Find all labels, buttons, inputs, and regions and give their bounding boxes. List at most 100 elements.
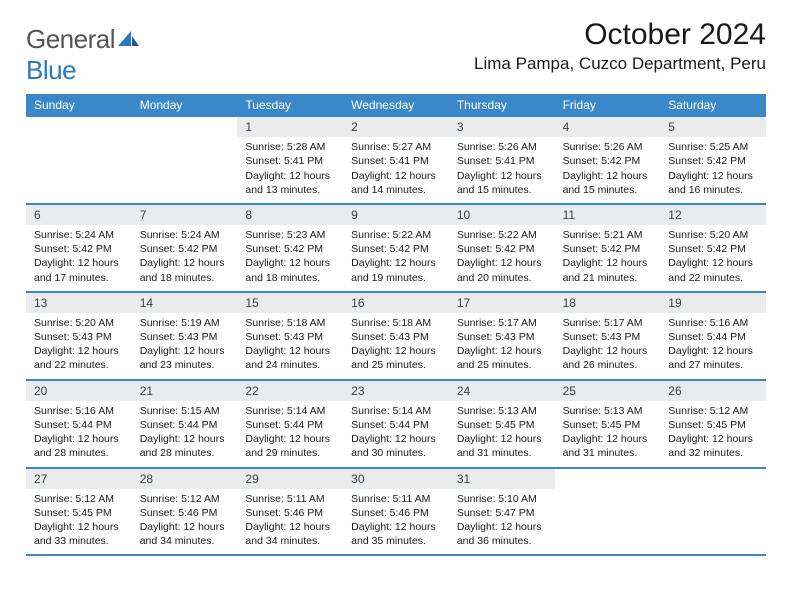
calendar-cell: 9Sunrise: 5:22 AMSunset: 5:42 PMDaylight… [343, 205, 449, 291]
sunrise-text: Sunrise: 5:25 AM [668, 140, 758, 154]
sunset-text: Sunset: 5:42 PM [245, 242, 335, 256]
day-number: . [26, 117, 132, 137]
daylight-text: Daylight: 12 hours and 25 minutes. [457, 344, 547, 372]
logo-sail-icon [117, 24, 141, 55]
sunset-text: Sunset: 5:43 PM [245, 330, 335, 344]
sunset-text: Sunset: 5:42 PM [563, 242, 653, 256]
sunset-text: Sunset: 5:44 PM [140, 418, 230, 432]
sunset-text: Sunset: 5:42 PM [457, 242, 547, 256]
day-number: 20 [26, 381, 132, 401]
daylight-text: Daylight: 12 hours and 32 minutes. [668, 432, 758, 460]
calendar-week: 13Sunrise: 5:20 AMSunset: 5:43 PMDayligh… [26, 293, 766, 381]
day-body: Sunrise: 5:27 AMSunset: 5:41 PMDaylight:… [343, 137, 449, 203]
sunrise-text: Sunrise: 5:11 AM [245, 492, 335, 506]
day-body [26, 137, 132, 146]
day-body: Sunrise: 5:14 AMSunset: 5:44 PMDaylight:… [343, 401, 449, 467]
day-number: 31 [449, 469, 555, 489]
day-body: Sunrise: 5:16 AMSunset: 5:44 PMDaylight:… [660, 313, 766, 379]
sunrise-text: Sunrise: 5:26 AM [563, 140, 653, 154]
daylight-text: Daylight: 12 hours and 35 minutes. [351, 520, 441, 548]
day-number: . [555, 469, 661, 489]
day-number: 30 [343, 469, 449, 489]
day-number: 21 [132, 381, 238, 401]
sunset-text: Sunset: 5:46 PM [140, 506, 230, 520]
calendar-week: 6Sunrise: 5:24 AMSunset: 5:42 PMDaylight… [26, 205, 766, 293]
sunset-text: Sunset: 5:45 PM [34, 506, 124, 520]
day-number: 8 [237, 205, 343, 225]
calendar-cell: 31Sunrise: 5:10 AMSunset: 5:47 PMDayligh… [449, 469, 555, 555]
calendar-cell-empty: . [26, 117, 132, 203]
day-body: Sunrise: 5:20 AMSunset: 5:43 PMDaylight:… [26, 313, 132, 379]
day-number: 9 [343, 205, 449, 225]
sunrise-text: Sunrise: 5:13 AM [457, 404, 547, 418]
day-number: 16 [343, 293, 449, 313]
day-body: Sunrise: 5:14 AMSunset: 5:44 PMDaylight:… [237, 401, 343, 467]
sunrise-text: Sunrise: 5:12 AM [34, 492, 124, 506]
calendar-cell: 17Sunrise: 5:17 AMSunset: 5:43 PMDayligh… [449, 293, 555, 379]
day-number: 22 [237, 381, 343, 401]
calendar-cell: 30Sunrise: 5:11 AMSunset: 5:46 PMDayligh… [343, 469, 449, 555]
day-body: Sunrise: 5:11 AMSunset: 5:46 PMDaylight:… [343, 489, 449, 555]
day-body: Sunrise: 5:19 AMSunset: 5:43 PMDaylight:… [132, 313, 238, 379]
daylight-text: Daylight: 12 hours and 31 minutes. [457, 432, 547, 460]
day-number: . [660, 469, 766, 489]
daylight-text: Daylight: 12 hours and 27 minutes. [668, 344, 758, 372]
daylight-text: Daylight: 12 hours and 28 minutes. [34, 432, 124, 460]
calendar-cell: 12Sunrise: 5:20 AMSunset: 5:42 PMDayligh… [660, 205, 766, 291]
calendar-cell: 14Sunrise: 5:19 AMSunset: 5:43 PMDayligh… [132, 293, 238, 379]
calendar-cell: 13Sunrise: 5:20 AMSunset: 5:43 PMDayligh… [26, 293, 132, 379]
day-header: Thursday [449, 94, 555, 117]
day-header: Sunday [26, 94, 132, 117]
day-body: Sunrise: 5:12 AMSunset: 5:46 PMDaylight:… [132, 489, 238, 555]
daylight-text: Daylight: 12 hours and 34 minutes. [245, 520, 335, 548]
sunset-text: Sunset: 5:44 PM [245, 418, 335, 432]
day-header: Saturday [660, 94, 766, 117]
sunset-text: Sunset: 5:43 PM [34, 330, 124, 344]
calendar-cell: 3Sunrise: 5:26 AMSunset: 5:41 PMDaylight… [449, 117, 555, 203]
day-body: Sunrise: 5:17 AMSunset: 5:43 PMDaylight:… [449, 313, 555, 379]
daylight-text: Daylight: 12 hours and 17 minutes. [34, 256, 124, 284]
day-number: 23 [343, 381, 449, 401]
day-body: Sunrise: 5:18 AMSunset: 5:43 PMDaylight:… [343, 313, 449, 379]
day-header: Tuesday [237, 94, 343, 117]
day-body [660, 489, 766, 498]
day-body: Sunrise: 5:10 AMSunset: 5:47 PMDaylight:… [449, 489, 555, 555]
calendar-page: GeneralBlue October 2024 Lima Pampa, Cuz… [0, 0, 792, 556]
logo-word1: General [26, 24, 115, 54]
day-body: Sunrise: 5:22 AMSunset: 5:42 PMDaylight:… [449, 225, 555, 291]
sunrise-text: Sunrise: 5:20 AM [668, 228, 758, 242]
day-number: 11 [555, 205, 661, 225]
location: Lima Pampa, Cuzco Department, Peru [474, 54, 766, 74]
day-body [132, 137, 238, 146]
daylight-text: Daylight: 12 hours and 19 minutes. [351, 256, 441, 284]
sunset-text: Sunset: 5:42 PM [34, 242, 124, 256]
day-number: 27 [26, 469, 132, 489]
sunrise-text: Sunrise: 5:20 AM [34, 316, 124, 330]
day-body: Sunrise: 5:12 AMSunset: 5:45 PMDaylight:… [660, 401, 766, 467]
sunrise-text: Sunrise: 5:27 AM [351, 140, 441, 154]
daylight-text: Daylight: 12 hours and 34 minutes. [140, 520, 230, 548]
calendar-cell: 15Sunrise: 5:18 AMSunset: 5:43 PMDayligh… [237, 293, 343, 379]
sunrise-text: Sunrise: 5:10 AM [457, 492, 547, 506]
day-number: 29 [237, 469, 343, 489]
day-number: 2 [343, 117, 449, 137]
daylight-text: Daylight: 12 hours and 26 minutes. [563, 344, 653, 372]
calendar-cell: 26Sunrise: 5:12 AMSunset: 5:45 PMDayligh… [660, 381, 766, 467]
sunrise-text: Sunrise: 5:16 AM [34, 404, 124, 418]
calendar: SundayMondayTuesdayWednesdayThursdayFrid… [26, 94, 766, 556]
calendar-cell: 22Sunrise: 5:14 AMSunset: 5:44 PMDayligh… [237, 381, 343, 467]
calendar-cell-empty: . [660, 469, 766, 555]
daylight-text: Daylight: 12 hours and 29 minutes. [245, 432, 335, 460]
day-number: 25 [555, 381, 661, 401]
daylight-text: Daylight: 12 hours and 18 minutes. [140, 256, 230, 284]
daylight-text: Daylight: 12 hours and 15 minutes. [457, 169, 547, 197]
day-body: Sunrise: 5:13 AMSunset: 5:45 PMDaylight:… [555, 401, 661, 467]
header: GeneralBlue October 2024 Lima Pampa, Cuz… [26, 18, 766, 86]
day-number: 19 [660, 293, 766, 313]
title-block: October 2024 Lima Pampa, Cuzco Departmen… [474, 18, 766, 74]
sunset-text: Sunset: 5:45 PM [563, 418, 653, 432]
sunrise-text: Sunrise: 5:17 AM [563, 316, 653, 330]
sunrise-text: Sunrise: 5:22 AM [351, 228, 441, 242]
day-number: 24 [449, 381, 555, 401]
calendar-cell: 28Sunrise: 5:12 AMSunset: 5:46 PMDayligh… [132, 469, 238, 555]
